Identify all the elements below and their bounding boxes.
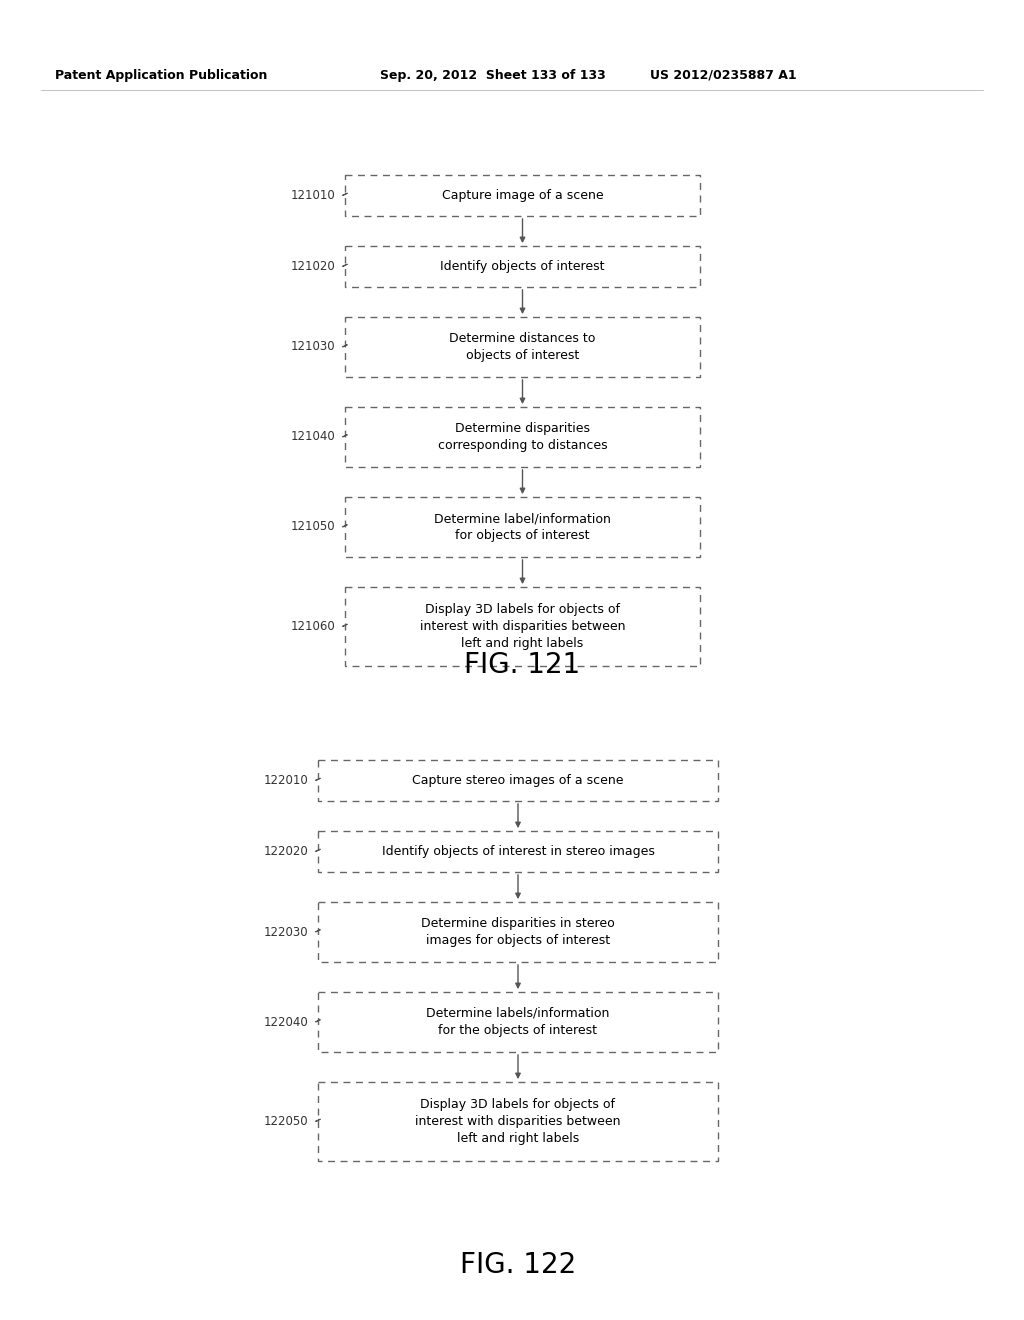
Bar	[318, 1082, 718, 1162]
Text: 121030: 121030	[291, 341, 335, 354]
Text: Determine disparities in stereo
images for objects of interest: Determine disparities in stereo images f…	[421, 917, 614, 946]
Text: US 2012/0235887 A1: US 2012/0235887 A1	[650, 69, 797, 82]
Bar	[345, 498, 700, 557]
Bar	[345, 317, 700, 378]
Text: Determine labels/information
for the objects of interest: Determine labels/information for the obj…	[426, 1007, 609, 1038]
Text: Display 3D labels for objects of
interest with disparities between
left and righ: Display 3D labels for objects of interes…	[416, 1098, 621, 1144]
Bar	[345, 176, 700, 216]
Text: 121050: 121050	[291, 520, 335, 533]
Text: Display 3D labels for objects of
interest with disparities between
left and righ: Display 3D labels for objects of interes…	[420, 603, 626, 649]
Text: Identify objects of interest: Identify objects of interest	[440, 260, 605, 273]
Bar	[318, 902, 718, 962]
Bar	[318, 832, 718, 873]
Text: FIG. 121: FIG. 121	[464, 651, 581, 678]
Text: 122040: 122040	[263, 1015, 308, 1028]
Text: 122030: 122030	[263, 925, 308, 939]
Text: Capture stereo images of a scene: Capture stereo images of a scene	[413, 774, 624, 787]
Text: Determine disparities
corresponding to distances: Determine disparities corresponding to d…	[437, 422, 607, 451]
Text: Sep. 20, 2012  Sheet 133 of 133: Sep. 20, 2012 Sheet 133 of 133	[380, 69, 606, 82]
Bar	[345, 407, 700, 467]
Text: Determine distances to
objects of interest: Determine distances to objects of intere…	[450, 333, 596, 362]
Text: 121010: 121010	[290, 189, 335, 202]
Text: Identify objects of interest in stereo images: Identify objects of interest in stereo i…	[382, 845, 654, 858]
Bar	[345, 246, 700, 286]
Text: 122020: 122020	[263, 845, 308, 858]
Text: 121060: 121060	[290, 620, 335, 634]
Text: 121040: 121040	[290, 430, 335, 444]
Text: Capture image of a scene: Capture image of a scene	[441, 189, 603, 202]
Bar	[345, 587, 700, 667]
Text: Determine label/information
for objects of interest: Determine label/information for objects …	[434, 512, 611, 543]
Text: 121020: 121020	[290, 260, 335, 273]
Text: Patent Application Publication: Patent Application Publication	[55, 69, 267, 82]
Text: 122050: 122050	[263, 1115, 308, 1129]
Bar	[318, 760, 718, 801]
Text: FIG. 122: FIG. 122	[460, 1251, 577, 1279]
Text: 122010: 122010	[263, 774, 308, 787]
Bar	[318, 993, 718, 1052]
